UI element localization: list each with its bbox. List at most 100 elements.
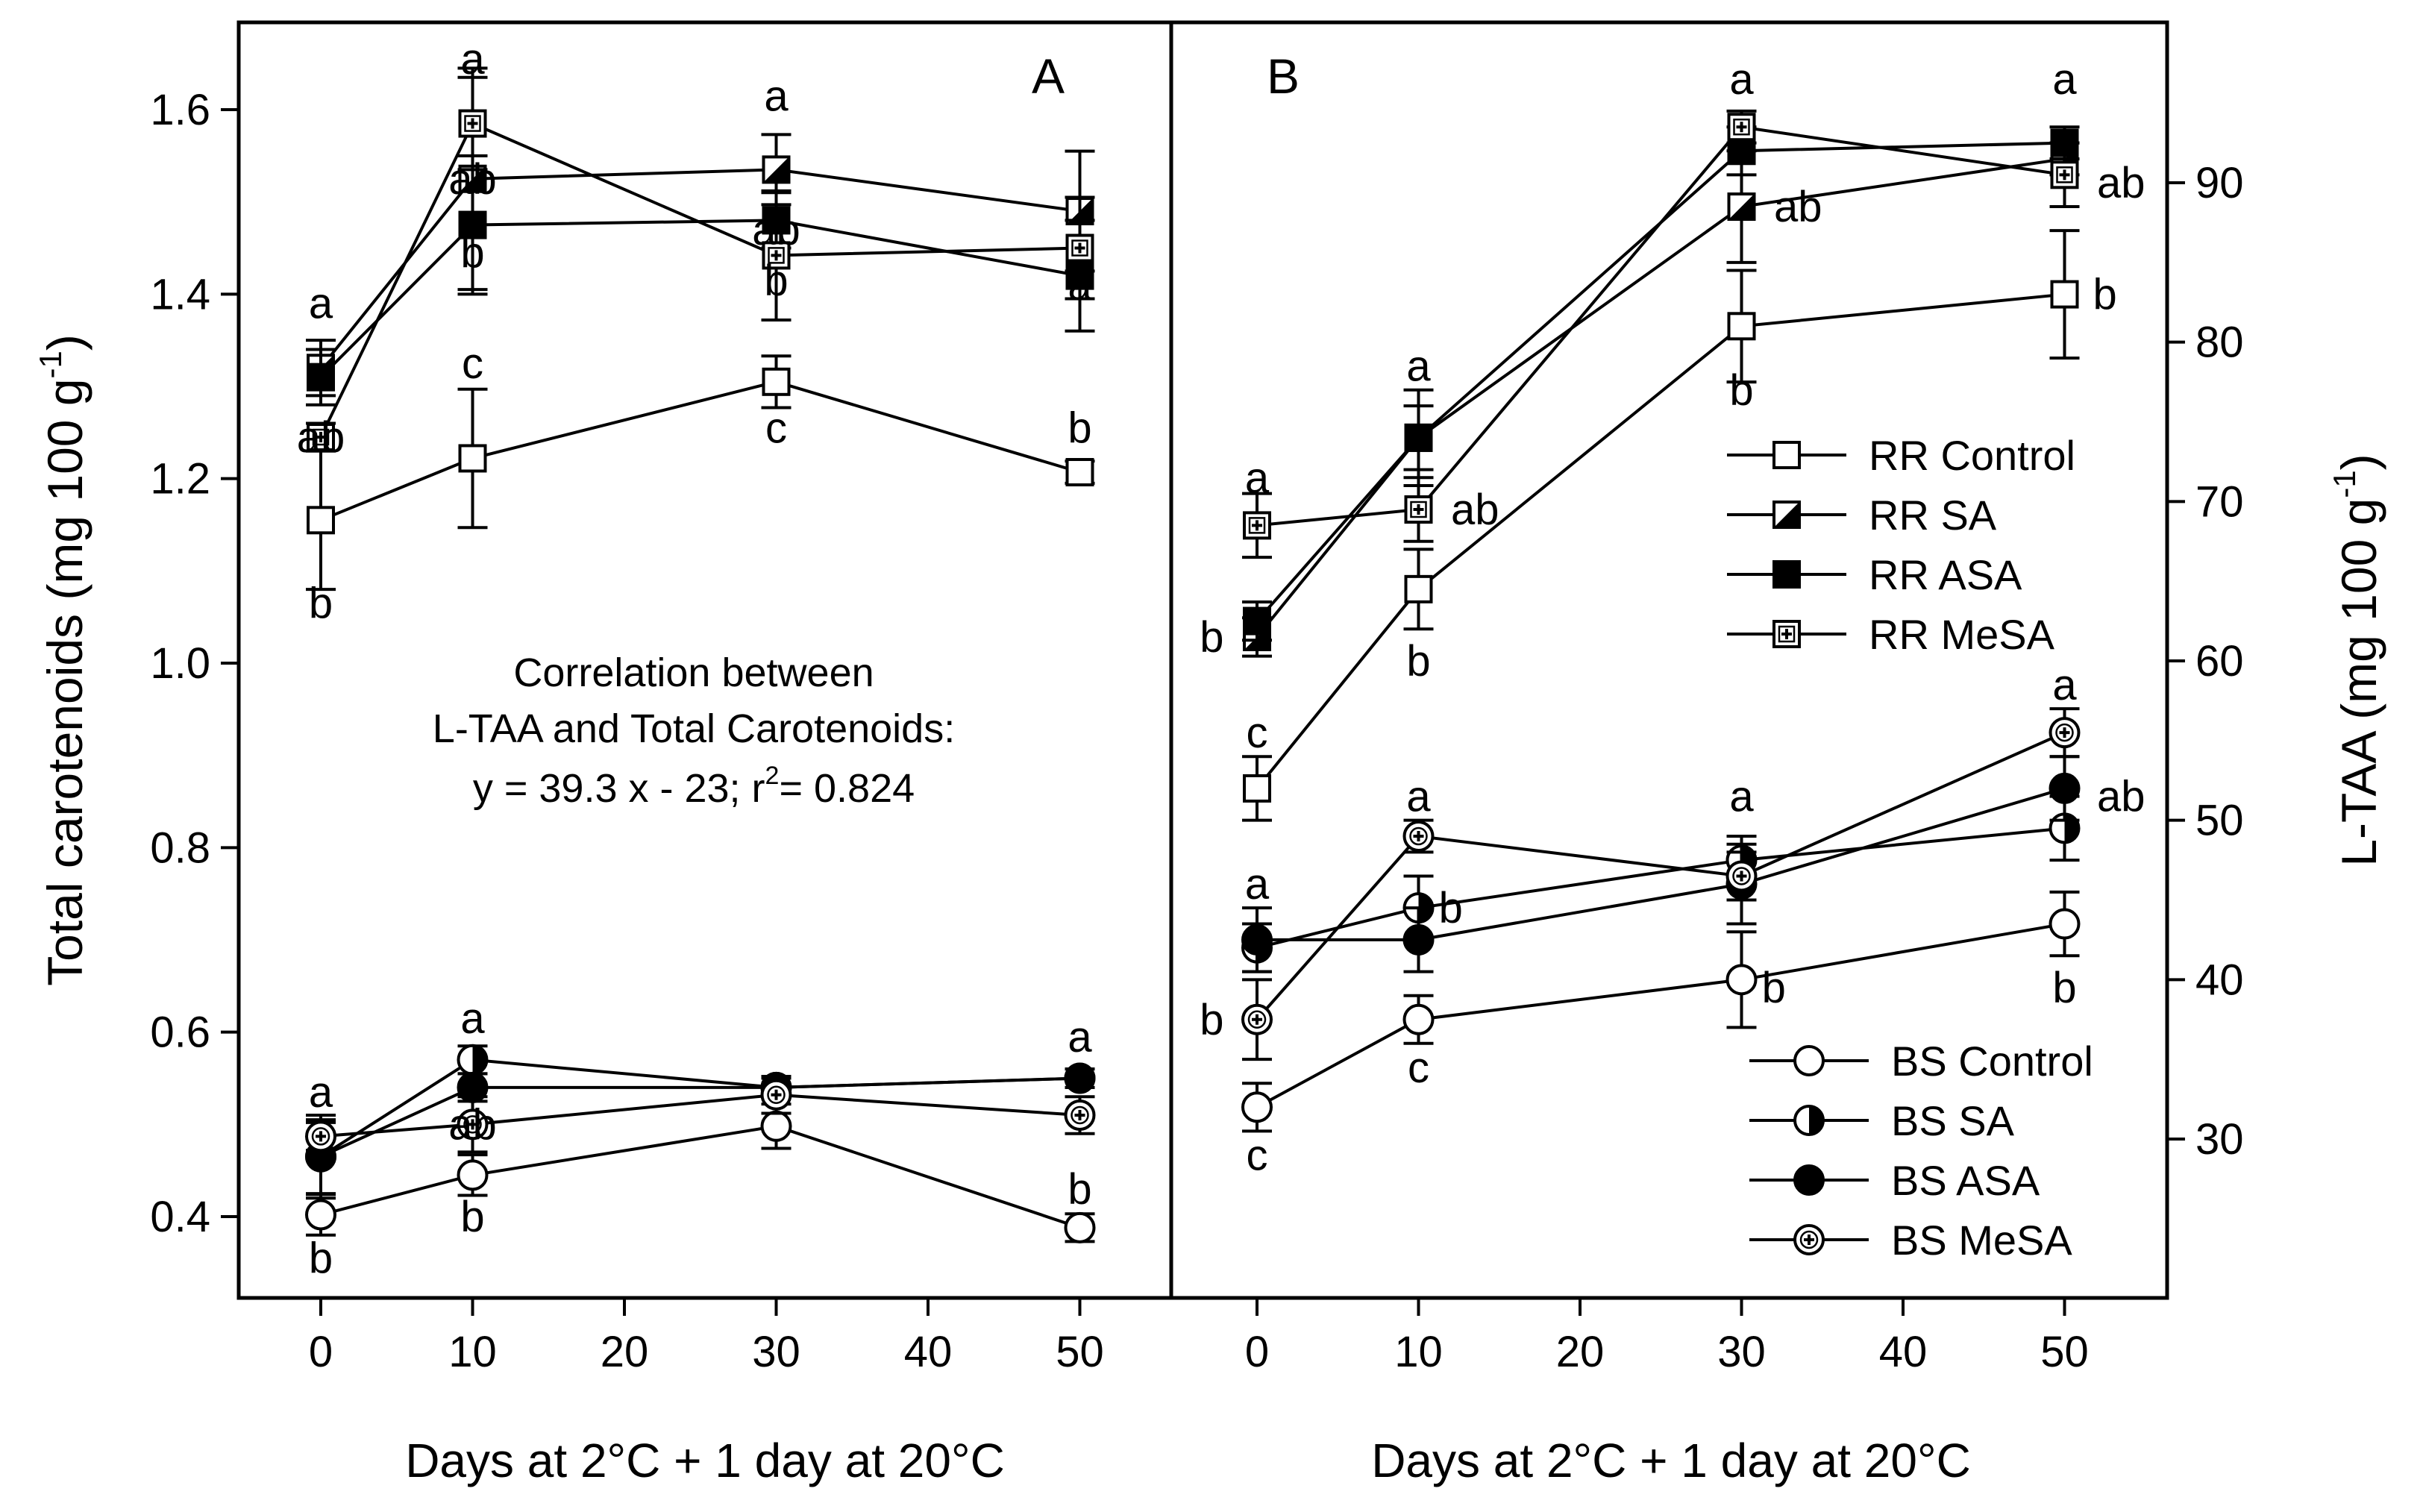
panel-a-point-rr-control-0 [307, 506, 335, 535]
panel-b-point-bs-mesa-0-plus [1252, 1014, 1262, 1025]
panel-b-point-bs-mesa-2-plus [1736, 871, 1747, 882]
panel-b-sig-letter-21: ab [2097, 773, 2145, 821]
panel-a-point-bs-mesa-3 [1064, 1099, 1096, 1131]
panel-b-y-tick-label-6: 90 [2195, 159, 2244, 207]
panel-a-sig-letter-16: ab [448, 1100, 497, 1149]
x-axis-title-a: Days at 2°C + 1 day at 20°C [405, 1434, 1005, 1487]
panel-b-point-bs-mesa-3-plus [2059, 727, 2070, 738]
panel-a-series-line-rr-asa [319, 219, 1080, 379]
panel-b-point-rr-mesa-2 [1727, 113, 1756, 142]
panel-a-point-bs-control-1 [457, 1159, 489, 1191]
panel-a-sig-letter-10: c [765, 404, 787, 453]
legend-bottom-marker-0 [1793, 1045, 1825, 1076]
panel-a-series-line-rr-sa [319, 168, 1080, 369]
panel-a-point-rr-mesa-2-shape [762, 241, 791, 270]
panel-a-point-bs-mesa-1-plus [467, 1119, 478, 1130]
panel-b-point-rr-mesa-0-shape [1243, 511, 1271, 540]
panel-a-y-tick-label-4: 1.2 [150, 455, 210, 504]
panel-a-point-rr-mesa-2 [762, 241, 791, 270]
panel-b-point-rr-sa-2 [1727, 192, 1756, 222]
legend-layer: RR Control RR SA RR ASA RR MeSA BS Control BS… [1720, 425, 2115, 1264]
panel-b-series-line-rr-mesa [1256, 125, 2065, 527]
legend-top-marker-3-inner [1778, 625, 1796, 643]
panel-b-point-bs-asa-1 [1402, 923, 1435, 956]
panel-a-point-rr-mesa-1-inner [464, 115, 481, 132]
panel-b-point-bs-control-0 [1241, 1091, 1273, 1123]
panel-a-y-tick-label-5: 1.4 [150, 270, 210, 319]
y-title-left-main: Total carotenoids (mg 100 g [37, 378, 93, 985]
panel-a-point-bs-control-3 [1064, 1211, 1096, 1243]
panel-b-sig-letter-12: a [1245, 860, 1270, 909]
panel-a-point-bs-control-2-shape [760, 1110, 792, 1142]
panel-b-point-bs-control-2 [1725, 964, 1758, 996]
panel-a-point-rr-control-1-shape [458, 444, 487, 473]
y-title-left-close: ) [37, 334, 93, 351]
legend-bottom-marker-3 [1793, 1224, 1825, 1255]
panel-b-series-line-rr-sa [1256, 157, 2065, 639]
panel-b-sig-letter-1: b [1200, 613, 1223, 662]
panel-b-x-tick-label-3: 30 [1717, 1328, 1766, 1376]
panel-a-point-bs-mesa-3-inner [1071, 1105, 1089, 1125]
legend-top-marker-1 [1772, 501, 1801, 529]
panel-b-sig-letter-7: ab [1774, 183, 1822, 231]
panel-b-series-line-rr-asa [1256, 141, 2065, 622]
legend-top-marker-0 [1772, 441, 1801, 469]
panel-b-point-rr-mesa-3 [2050, 160, 2079, 189]
panel-a-point-rr-asa-1-shape [458, 210, 487, 239]
panel-b-point-rr-mesa-2-inner [1733, 118, 1750, 136]
panel-a-point-rr-control-2-shape [762, 367, 791, 396]
legend-top-marker-3-shape [1772, 620, 1801, 648]
panel-a-x-tick-label-1: 10 [448, 1328, 497, 1376]
panel-a-sig-letter-11: a [1068, 261, 1092, 310]
panel-a-sig-letter-19: b [1068, 1165, 1091, 1214]
panel-b-sig-letter-18: a [1729, 773, 1754, 821]
panel-b-point-rr-mesa-3-inner [2056, 166, 2073, 183]
legend-bottom-marker-3-inner [1799, 1230, 1819, 1249]
panel-b-point-rr-control-2-shape [1727, 312, 1756, 341]
annotation-r2: = 0.824 [779, 766, 915, 811]
annotation-equation: y = 39.3 x - 23; r [473, 766, 765, 811]
panel-b-point-rr-control-3-shape [2050, 280, 2079, 309]
panel-b-point-rr-control-1-shape [1404, 574, 1433, 603]
panel-a-point-bs-asa-3-shape [1064, 1062, 1096, 1094]
panel-a-point-bs-control-3-shape [1064, 1211, 1096, 1243]
panel-b-point-bs-mesa-3-inner [2055, 723, 2074, 742]
panel-b-sig-letter-3: a [1406, 342, 1431, 391]
panel-a-series-line-bs-control [320, 1124, 1081, 1229]
annotation-superscript: 2 [765, 762, 780, 790]
panel-b-point-bs-control-2-shape [1725, 964, 1758, 996]
panel-a-series-line-bs-mesa [320, 1093, 1080, 1138]
panel-b-point-rr-mesa-1-inner [1410, 501, 1427, 518]
panel-b-sig-letter-2: c [1247, 709, 1268, 757]
panel-b-point-bs-asa-1-shape [1402, 923, 1435, 956]
legend-top-marker-3 [1772, 620, 1801, 648]
panel-a-sig-letter-3: ab [448, 155, 497, 204]
panel-a-point-rr-asa-0-shape [307, 363, 335, 392]
panel-b-sig-letter-16: b [1439, 884, 1463, 932]
panel-a-point-rr-asa-0 [307, 363, 335, 392]
panel-b-series-line-bs-control [1256, 922, 2065, 1109]
panel-a-point-bs-mesa-2-plus [771, 1089, 782, 1100]
panel-b-sig-letter-15: a [1406, 773, 1431, 821]
panel-b-point-rr-mesa-0-plus [1252, 520, 1262, 531]
panel-b-sig-letter-19: b [1762, 964, 1786, 1012]
legend-top-marker-0-shape [1772, 441, 1801, 469]
panel-b-y-tick-label-2: 50 [2195, 797, 2244, 845]
panel-b-point-bs-mesa-0-inner [1247, 1010, 1267, 1029]
panel-b-series-line-bs-mesa [1256, 731, 2066, 1021]
panel-a-point-rr-control-2 [762, 367, 791, 396]
panel-a-sig-letter-2: b [309, 580, 333, 628]
panel-b-series-line-bs-asa [1257, 787, 2066, 941]
legend-bottom-marker-1-half-fill [1809, 1106, 1823, 1135]
panel-b-point-rr-mesa-3-plus [2059, 169, 2070, 181]
legend-bottom-label-0: BS Control [1891, 1038, 2093, 1085]
panel-a-point-bs-control-0 [305, 1199, 336, 1231]
y-title-right-main: L-TAA (mg 100 g [2331, 498, 2386, 867]
panel-a-point-rr-control-3 [1065, 458, 1094, 487]
panel-a-point-rr-mesa-3-shape [1065, 233, 1094, 263]
panel-b-x-tick-label-5: 50 [2040, 1328, 2089, 1376]
panel-b-point-rr-asa-1 [1404, 423, 1433, 452]
y-title-right-close: ) [2331, 454, 2386, 470]
panel-a-point-bs-mesa-3-plus [1074, 1109, 1085, 1120]
